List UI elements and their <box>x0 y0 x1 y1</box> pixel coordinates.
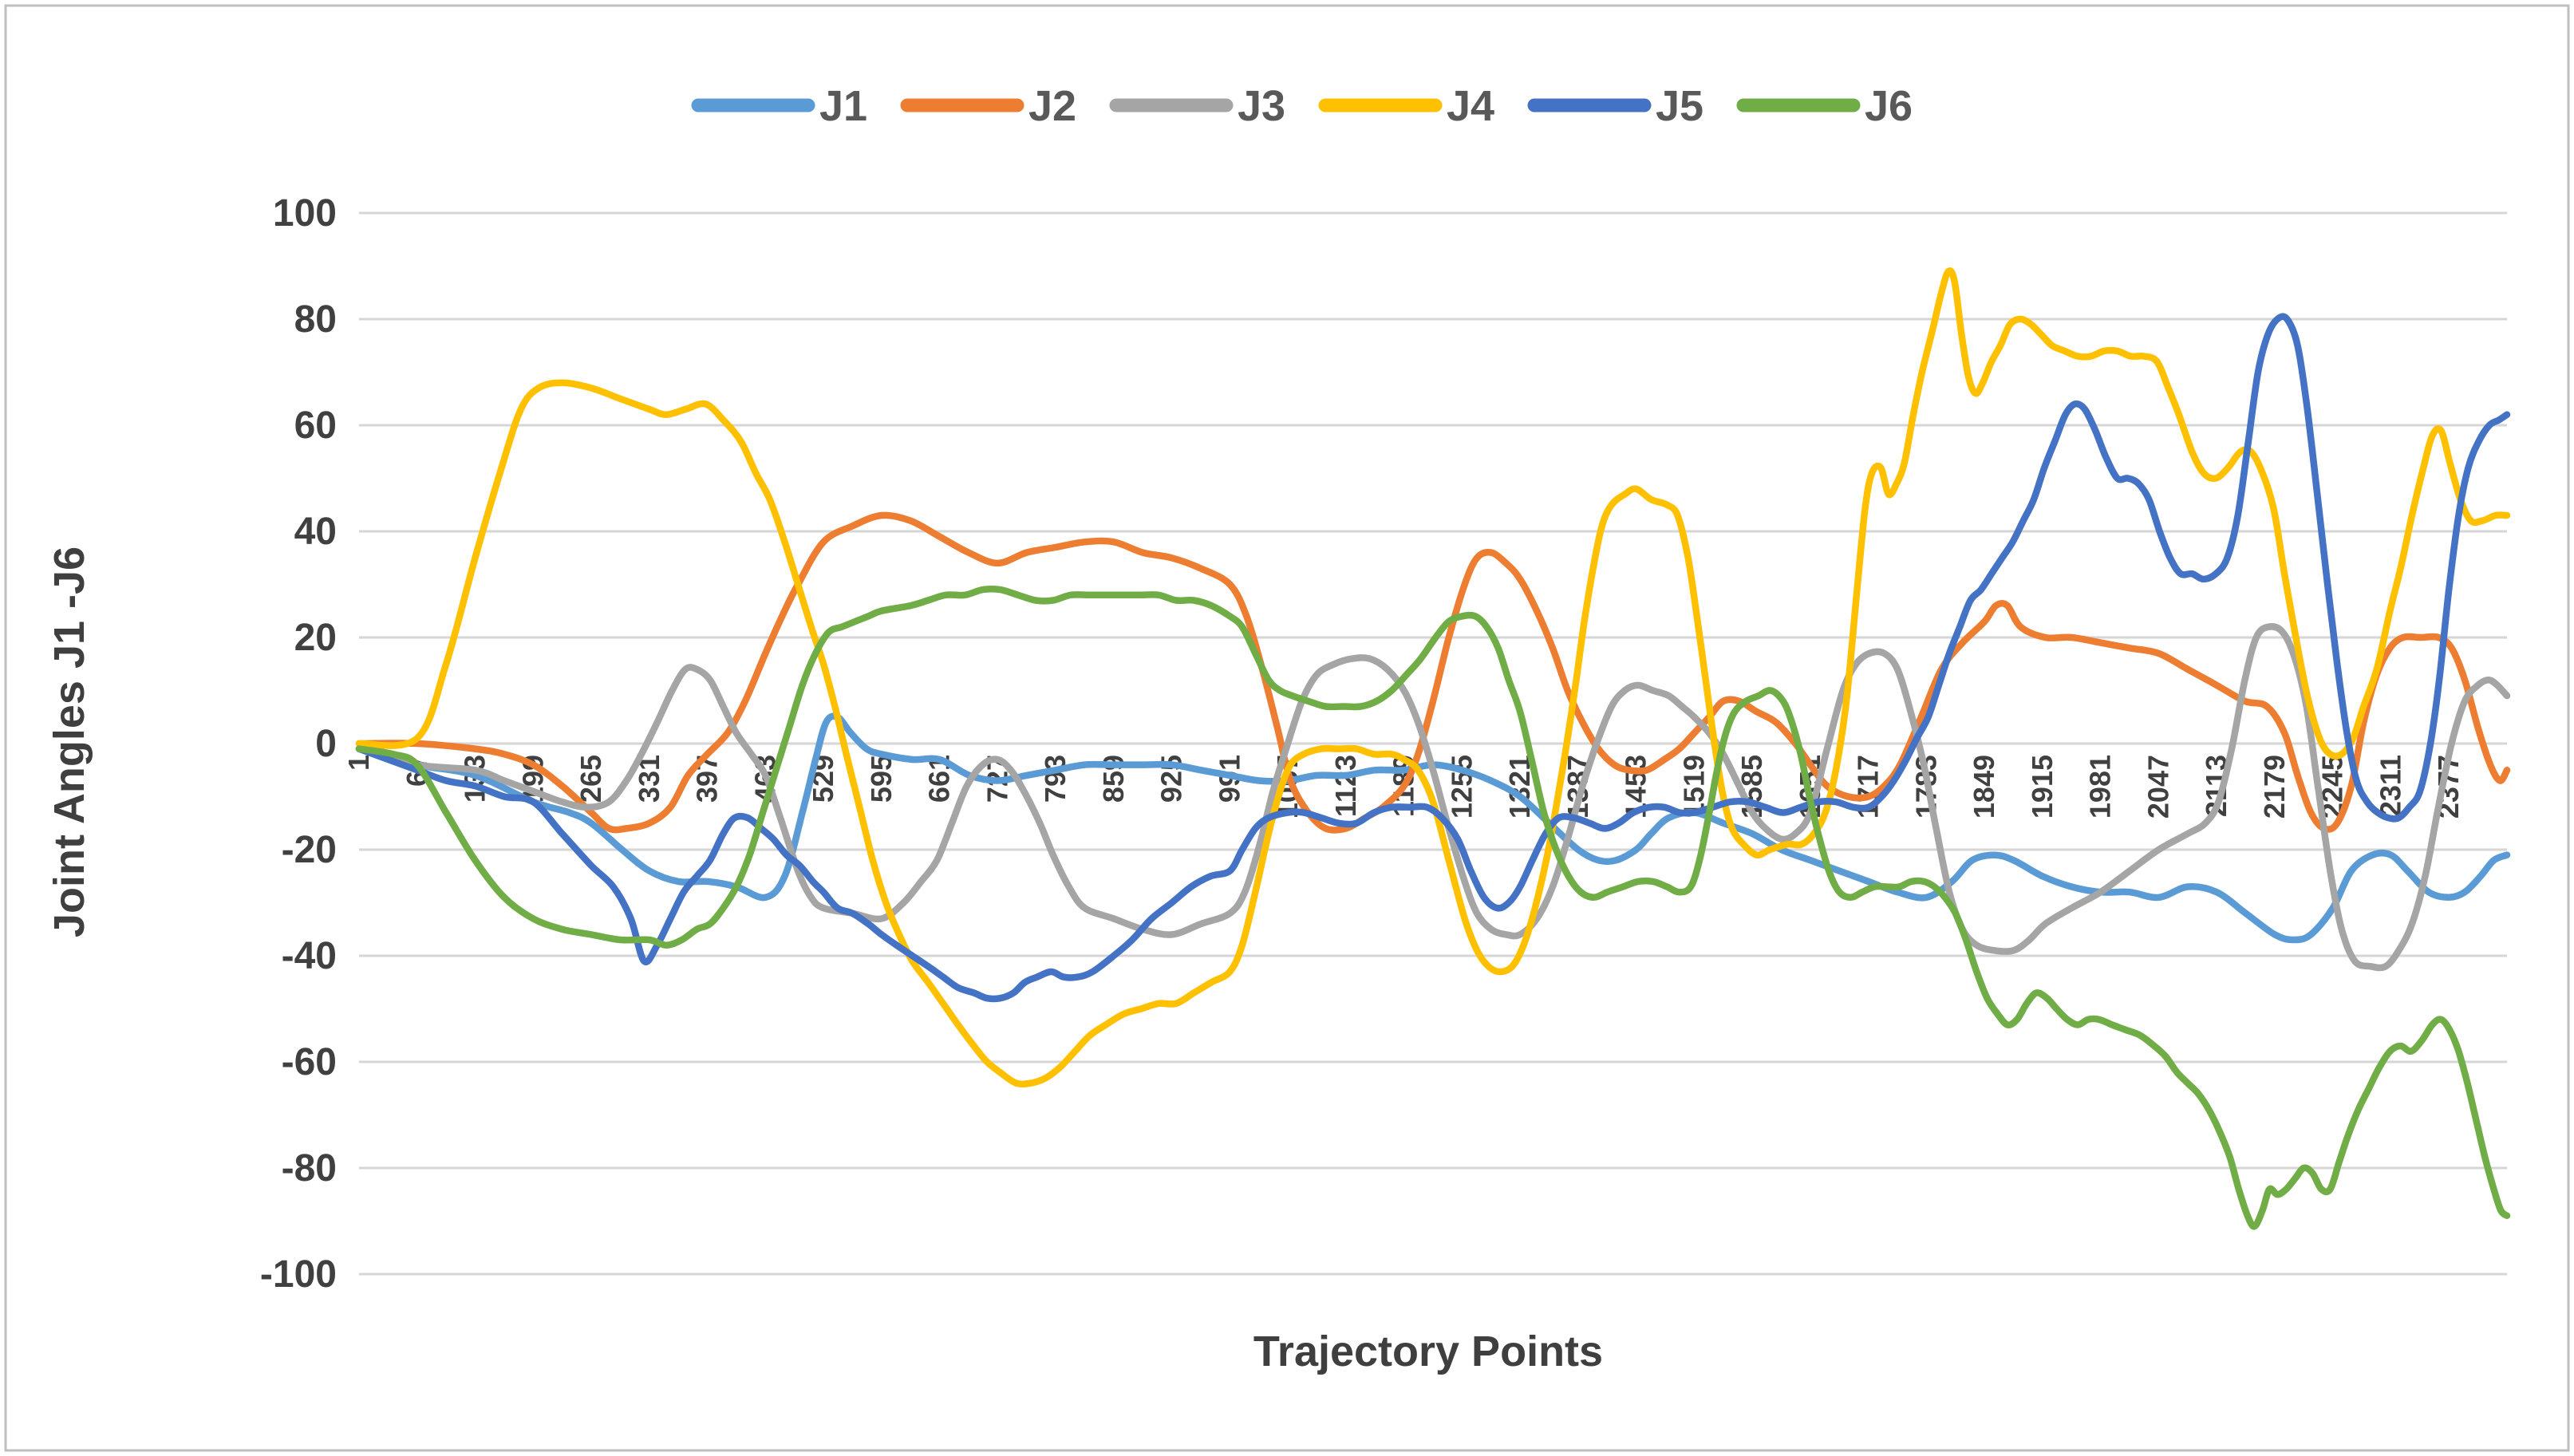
series-line-j4 <box>355 267 2511 1088</box>
legend-label-j5: J5 <box>1656 82 1703 130</box>
y-tick-label--60: -60 <box>282 1041 337 1083</box>
legend-item-j6: J6 <box>1736 82 1913 130</box>
y-tick-label-80: 80 <box>294 298 337 341</box>
series-line-j1 <box>355 712 2511 944</box>
y-tick-label--100: -100 <box>260 1253 337 1296</box>
x-tick-label-265: 265 <box>574 755 607 803</box>
x-axis-tick-labels: 1 67 133 199 265 331 397 463 529 595 661 727 793 859 9… <box>342 755 2465 819</box>
legend-item-j3: J3 <box>1109 82 1285 130</box>
series-line-j6 <box>355 586 2511 1230</box>
x-tick-label-2311: 2311 <box>2374 755 2406 817</box>
legend-label-j3: J3 <box>1238 82 1285 130</box>
y-tick-label-60: 60 <box>294 404 337 447</box>
x-tick-label-1: 1 <box>342 755 375 771</box>
series-line-j3 <box>355 623 2511 972</box>
x-tick-label-1981: 1981 <box>2084 755 2117 819</box>
x-tick-label-2179: 2179 <box>2258 755 2291 819</box>
legend-item-j5: J5 <box>1527 82 1703 130</box>
legend-label-j4: J4 <box>1447 82 1494 130</box>
series-line-j2 <box>355 511 2511 834</box>
legend-label-j6: J6 <box>1865 82 1913 130</box>
y-tick-label-40: 40 <box>294 511 337 553</box>
legend-item-j4: J4 <box>1318 82 1494 130</box>
y-tick-label-0: 0 <box>315 723 337 765</box>
legend-label-j1: J1 <box>819 82 867 130</box>
y-tick-label--20: -20 <box>282 829 337 871</box>
y-tick-label-20: 20 <box>294 617 337 659</box>
x-tick-label-2047: 2047 <box>2142 755 2174 819</box>
legend-item-j2: J2 <box>900 82 1076 130</box>
y-tick-label--80: -80 <box>282 1147 337 1190</box>
x-tick-label-1849: 1849 <box>1968 755 2000 819</box>
legend: J1 J2 J3 J4 J5 J6 <box>691 82 1913 130</box>
gridlines <box>359 211 2507 1276</box>
series-line-j5 <box>355 313 2511 1003</box>
x-tick-label-1123: 1123 <box>1329 755 1362 817</box>
legend-label-j2: J2 <box>1028 82 1076 130</box>
y-axis-title: Joint Angles J1 -J6 <box>45 546 93 937</box>
y-tick-label--40: -40 <box>282 935 337 977</box>
y-axis-tick-labels: 100 80 60 40 20 0 -20 -40 -60 -80 -100 <box>260 192 337 1296</box>
x-tick-label-595: 595 <box>865 755 898 803</box>
x-tick-label-793: 793 <box>1039 755 1072 803</box>
x-tick-label-1915: 1915 <box>2026 755 2059 819</box>
chart-border <box>4 4 2570 1452</box>
y-tick-label-100: 100 <box>273 192 337 235</box>
series-lines <box>355 267 2511 1230</box>
legend-item-j1: J1 <box>691 82 867 130</box>
x-axis-title: Trajectory Points <box>1253 1328 1603 1375</box>
